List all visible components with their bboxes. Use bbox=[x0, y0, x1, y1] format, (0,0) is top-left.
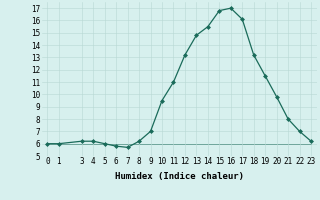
X-axis label: Humidex (Indice chaleur): Humidex (Indice chaleur) bbox=[115, 172, 244, 181]
